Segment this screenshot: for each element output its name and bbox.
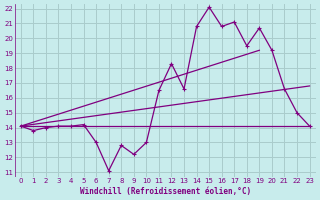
X-axis label: Windchill (Refroidissement éolien,°C): Windchill (Refroidissement éolien,°C)	[80, 187, 251, 196]
